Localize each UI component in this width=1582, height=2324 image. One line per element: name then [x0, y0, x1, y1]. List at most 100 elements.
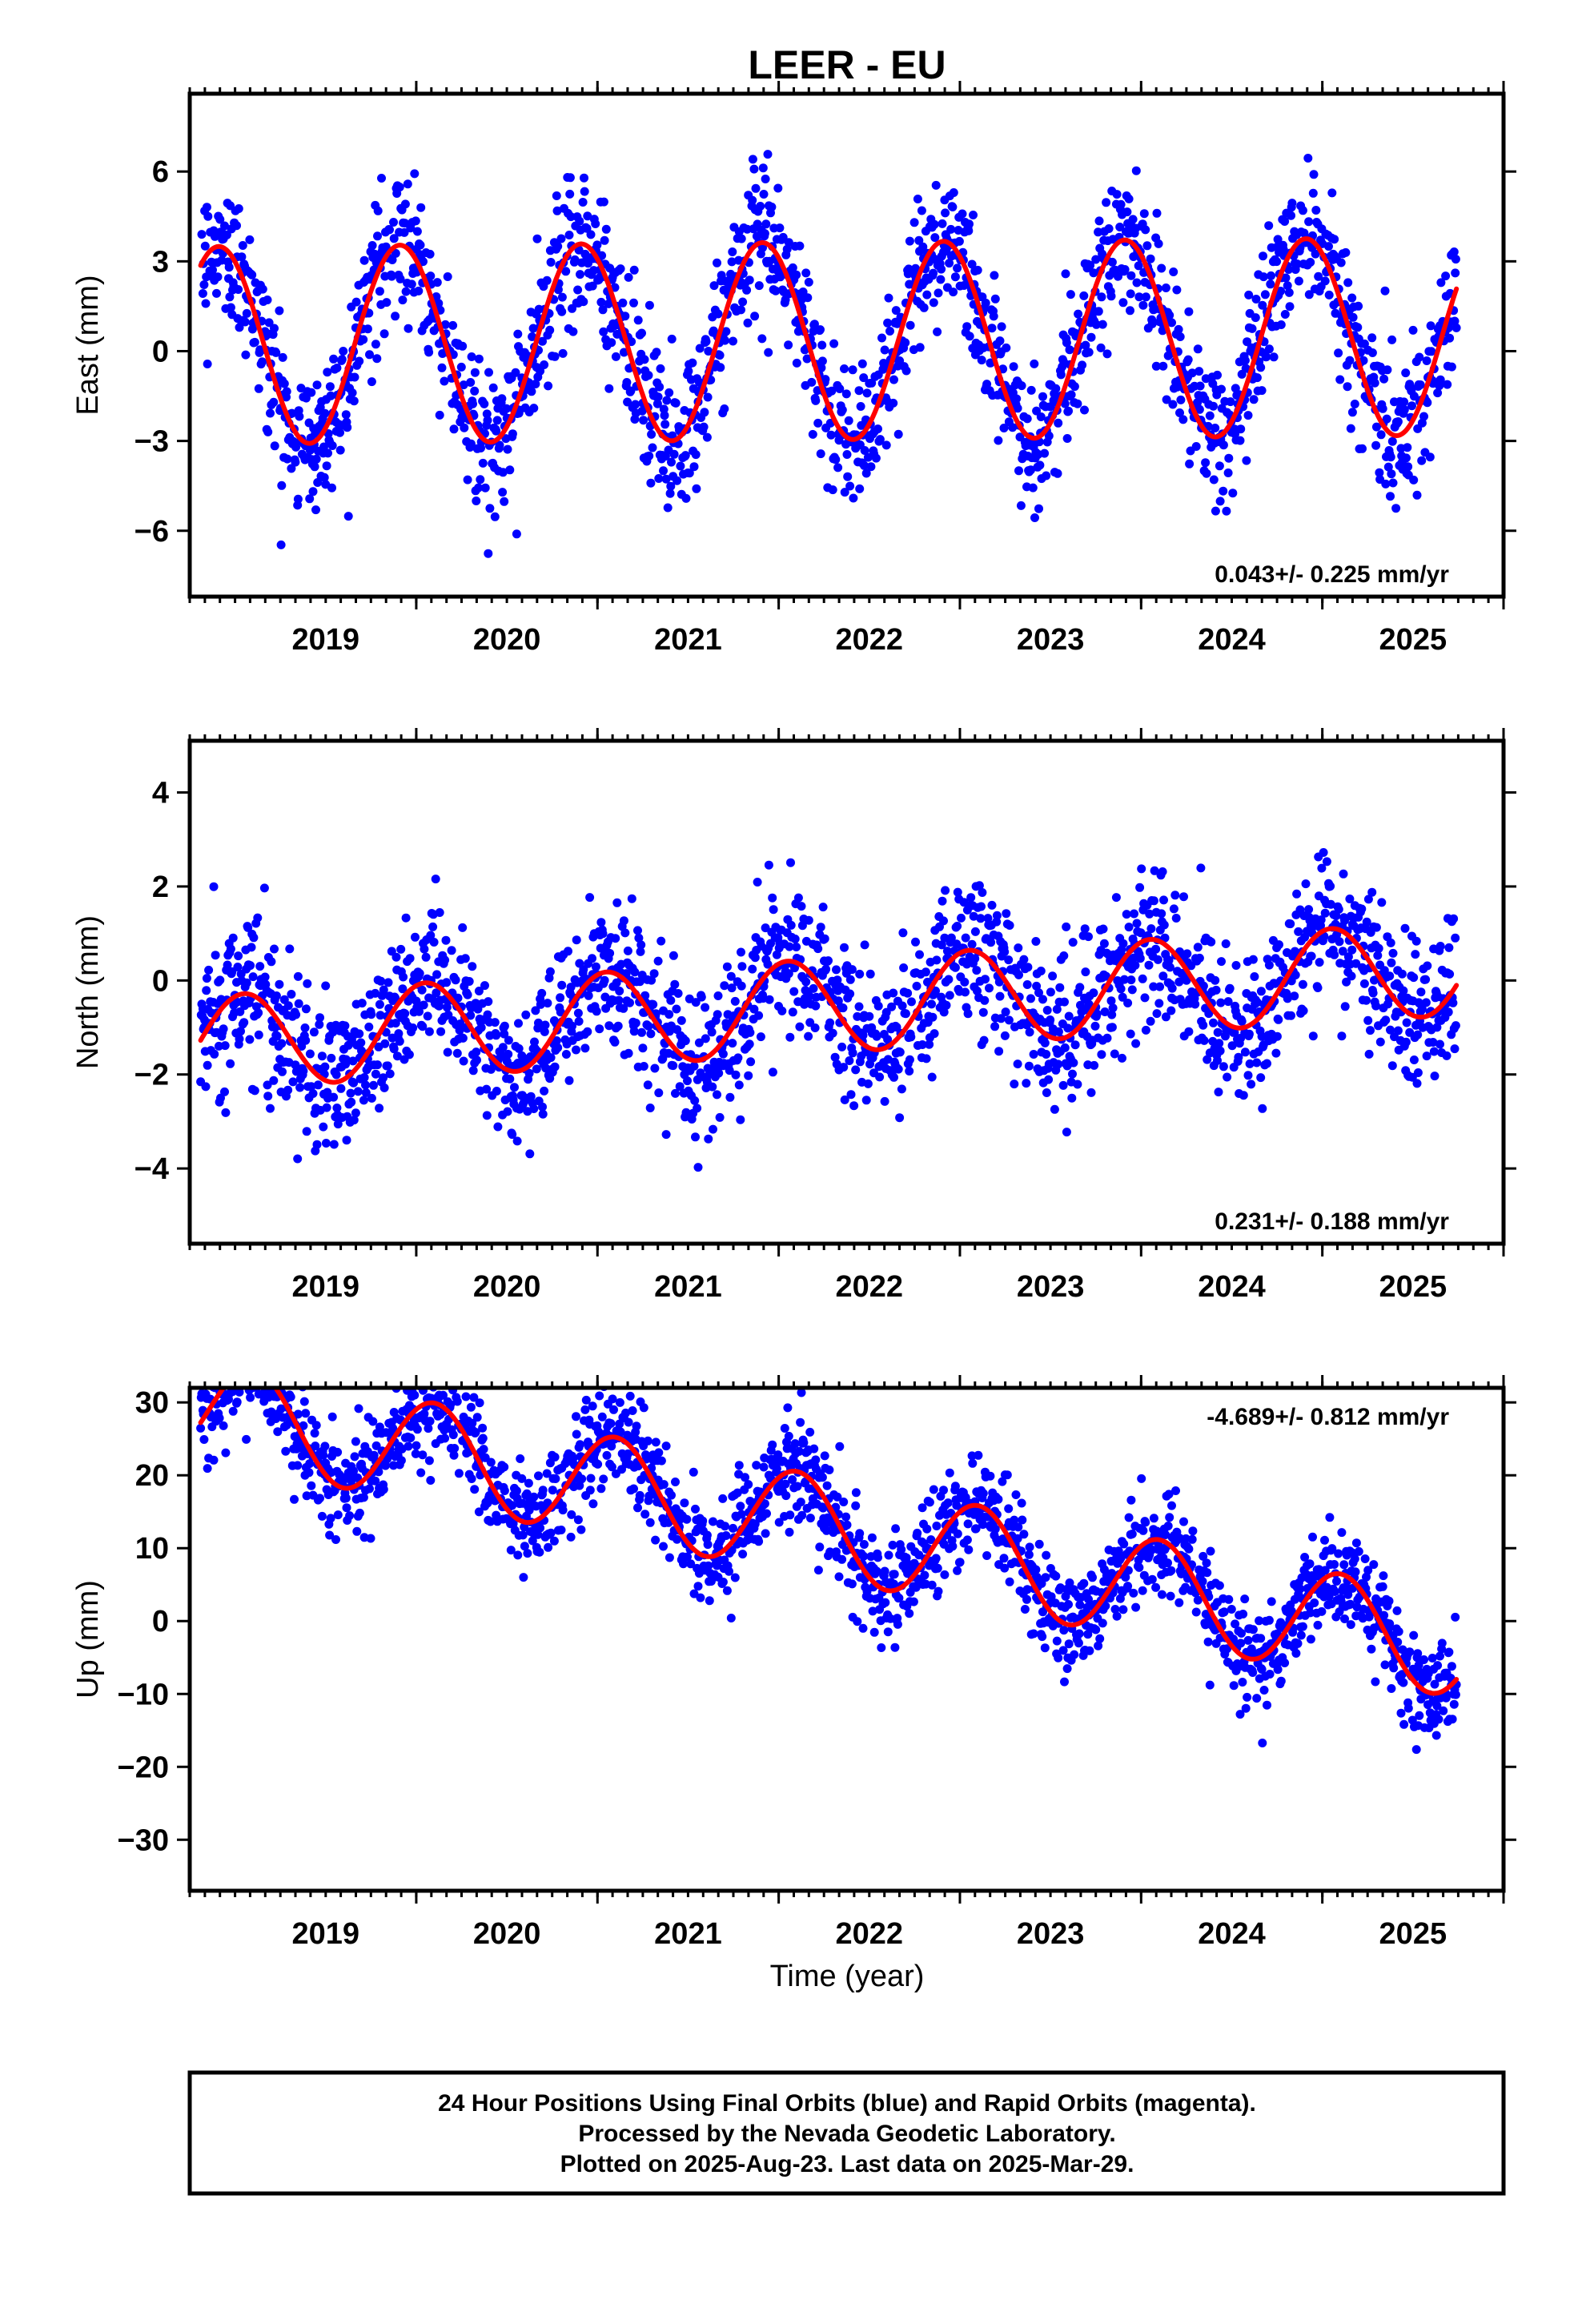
- data-point: [466, 1402, 476, 1412]
- data-point: [263, 1092, 273, 1101]
- data-point: [1217, 957, 1226, 967]
- data-point: [703, 392, 713, 402]
- data-point: [885, 327, 894, 336]
- data-point: [203, 360, 212, 368]
- data-point: [391, 952, 401, 962]
- data-point: [1066, 390, 1076, 400]
- data-point: [761, 219, 771, 229]
- data-point: [255, 345, 265, 355]
- data-point: [633, 316, 643, 325]
- data-point: [1070, 382, 1079, 392]
- data-point: [411, 932, 420, 942]
- data-point: [1029, 1050, 1038, 1059]
- data-point: [938, 219, 947, 228]
- data-point: [761, 175, 770, 183]
- data-point: [744, 1071, 753, 1080]
- data-point: [827, 386, 837, 396]
- data-point: [464, 977, 474, 986]
- data-point: [1299, 1006, 1308, 1015]
- data-point: [546, 1053, 556, 1063]
- data-point: [493, 1122, 503, 1132]
- data-point: [612, 898, 622, 907]
- data-point: [420, 944, 429, 954]
- data-point: [1124, 194, 1134, 203]
- data-point: [895, 1113, 905, 1123]
- data-point: [697, 992, 706, 1002]
- data-point: [389, 1044, 399, 1054]
- data-point: [1009, 362, 1018, 372]
- data-point: [911, 263, 920, 273]
- data-point: [1425, 452, 1435, 462]
- data-point: [1448, 998, 1458, 1007]
- data-point: [604, 1021, 614, 1031]
- data-point: [291, 442, 301, 452]
- data-point: [713, 991, 723, 1000]
- data-point: [1056, 370, 1066, 380]
- data-point: [639, 1403, 648, 1413]
- data-point: [1102, 1033, 1112, 1043]
- data-point: [699, 422, 709, 432]
- data-point: [1267, 271, 1275, 280]
- data-point: [407, 279, 416, 289]
- data-point: [709, 281, 719, 291]
- data-point: [845, 1056, 854, 1065]
- data-point: [1030, 359, 1039, 368]
- data-point: [913, 195, 922, 203]
- data-point: [508, 1130, 517, 1140]
- data-point: [1341, 247, 1351, 257]
- data-point: [454, 1469, 464, 1478]
- data-points-up: [196, 1374, 1461, 1755]
- data-point: [222, 1374, 231, 1383]
- data-point: [524, 1478, 533, 1488]
- data-point: [671, 1088, 680, 1098]
- data-point: [615, 1419, 624, 1429]
- data-point: [1449, 247, 1459, 256]
- data-point: [588, 281, 597, 291]
- data-point: [329, 1140, 339, 1149]
- data-point: [972, 966, 982, 975]
- data-point: [1097, 1050, 1106, 1059]
- data-point: [748, 155, 757, 164]
- data-point: [1158, 971, 1168, 981]
- y-ticks-north: −4−2024: [135, 777, 1516, 1186]
- data-point: [1104, 224, 1114, 233]
- data-point: [1348, 312, 1358, 322]
- data-point: [726, 971, 736, 981]
- data-point: [452, 1048, 462, 1058]
- data-point: [1324, 290, 1334, 300]
- data-point: [468, 962, 477, 971]
- data-point: [1000, 947, 1010, 957]
- data-point: [1407, 401, 1416, 411]
- data-point: [432, 988, 441, 998]
- data-point: [1004, 1015, 1014, 1025]
- data-point: [1287, 199, 1297, 208]
- data-point: [321, 1139, 331, 1148]
- data-point: [534, 1471, 543, 1481]
- data-point: [492, 1031, 501, 1040]
- data-point: [371, 340, 380, 349]
- data-point: [915, 343, 925, 352]
- data-point: [909, 218, 919, 227]
- data-point: [644, 300, 654, 310]
- data-point: [1135, 954, 1145, 963]
- data-point: [759, 190, 769, 199]
- data-point: [1215, 497, 1225, 506]
- data-point: [1193, 943, 1203, 952]
- data-point: [742, 224, 752, 234]
- data-point: [1150, 866, 1159, 875]
- data-point: [979, 1035, 989, 1045]
- data-point: [981, 298, 990, 308]
- data-point: [690, 1096, 700, 1105]
- data-point: [1291, 971, 1300, 979]
- data-point: [628, 1406, 637, 1415]
- y-axis-title-north: North (mm): [71, 915, 105, 1069]
- data-point: [299, 1397, 309, 1406]
- data-point: [756, 202, 765, 211]
- data-point: [463, 990, 472, 999]
- data-point: [1263, 1059, 1271, 1068]
- data-point: [1034, 988, 1043, 998]
- data-point: [596, 918, 606, 927]
- data-point: [415, 969, 424, 978]
- data-point: [751, 183, 761, 193]
- data-point: [1176, 395, 1186, 404]
